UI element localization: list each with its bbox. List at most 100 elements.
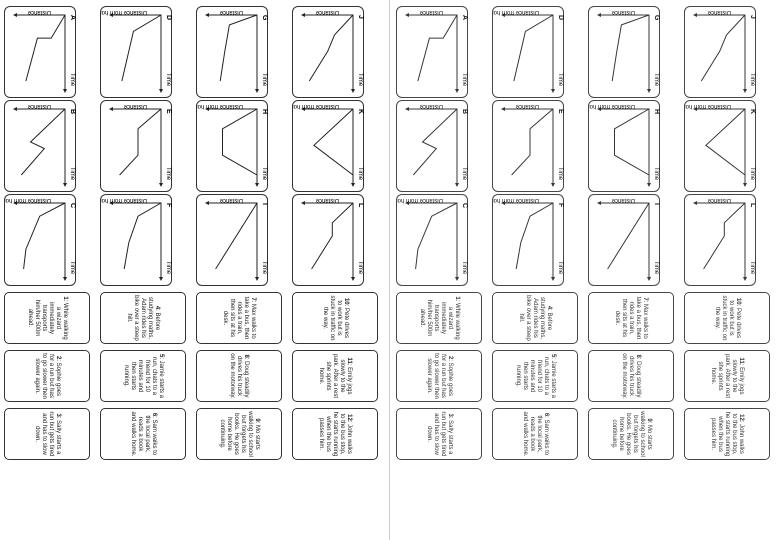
left-graph-i: I Time Distance [205, 197, 268, 281]
graph-axes [303, 108, 354, 185]
right-graph-h: H Time Distance from home [589, 103, 660, 187]
time-axis-label: Time [653, 73, 659, 87]
time-axis-arrow [63, 277, 67, 281]
right-graph-card-l: L Time Distance [684, 194, 756, 286]
right-graph-card-f: F Time Distance from home [492, 194, 564, 286]
distance-axis-label: Distance [27, 9, 51, 15]
graph-letter: G [261, 15, 268, 21]
time-axis-label: Time [749, 261, 755, 275]
left-graph-card-j: J Time Distance [292, 6, 364, 98]
right-story-card-5: 5: Jamie starts a run, chats to a friend… [492, 350, 578, 402]
right-graph-d: D Time Distance from home [493, 9, 564, 93]
time-axis-arrow [551, 89, 555, 93]
left-graph-e: E Time Distance [109, 103, 172, 187]
graph-axes [599, 14, 650, 91]
left-graph-a: A Time Distance [13, 9, 76, 93]
left-story-card-7: 7: Max walks to take a bus, then rides a… [196, 292, 282, 344]
right-graph-card-c: C Time Distance from home [396, 194, 468, 286]
graph-line [123, 202, 162, 270]
story-description: : Jamie starts a run, chats to a friend … [515, 356, 556, 399]
time-axis-arrow [455, 183, 459, 187]
right-graph-card-a: A Time Distance [396, 6, 468, 98]
story-description: : Sophie goes for a run but has to go sl… [34, 353, 61, 399]
story-description: : Max walks to take a bus, then rides a … [222, 296, 257, 340]
left-graph-card-a: A Time Distance [4, 6, 76, 98]
right-graph-e: E Time Distance [501, 103, 564, 187]
left-graph-b: B Time Distance [13, 103, 76, 187]
graph-axes [503, 108, 554, 185]
left-story-card-3: 3: Sally starts a run but gets tired and… [4, 408, 90, 460]
story-text: 2: Sophie goes for a run but has to go s… [399, 353, 479, 399]
right-graph-j: J Time Distance [693, 9, 756, 93]
graph-axes [15, 202, 66, 279]
right-graph-i: I Time Distance [597, 197, 660, 281]
time-axis-arrow [455, 277, 459, 281]
distance-axis-label: Distance [27, 103, 51, 109]
distance-axis-arrow [109, 107, 113, 111]
right-graph-k: K Time Distance from home [685, 103, 756, 187]
left-story-card-4: 4: Before studying maths, Adam rides his… [100, 292, 186, 344]
time-axis-label: Time [357, 167, 363, 181]
graph-axes [695, 108, 746, 185]
distance-axis-label: Distance from home [197, 103, 243, 109]
graph-line [607, 202, 650, 270]
story-text: 12: John walks to the bus stop, he start… [687, 411, 767, 457]
distance-axis-label: Distance [611, 9, 635, 15]
graph-axes [111, 108, 162, 185]
story-text: 1: While walking a wizard immediately tr… [399, 295, 479, 341]
distance-axis-label: Distance [219, 9, 243, 15]
time-axis-arrow [551, 183, 555, 187]
right-graph-a: A Time Distance [405, 9, 468, 93]
sheet-divider [389, 0, 390, 540]
graph-line [119, 108, 162, 176]
right-graph-b: B Time Distance [405, 103, 468, 187]
left-graph-d: D Time Distance from home [101, 9, 172, 93]
graph-letter: I [653, 203, 660, 205]
graph-line [222, 108, 258, 176]
story-text: 7: Max walks to take a bus, then rides a… [591, 295, 671, 341]
time-axis-arrow [351, 277, 355, 281]
story-text: 9: Mo starts walking to school but forge… [591, 411, 671, 457]
left-graph-k: K Time Distance from home [293, 103, 364, 187]
left-story-card-1: 1: While walking a wizard immediately tr… [4, 292, 90, 344]
right-graph-card-j: J Time Distance [684, 6, 756, 98]
graph-letter: I [261, 203, 268, 205]
graph-letter: B [69, 109, 76, 114]
graph-axes [503, 14, 554, 91]
graph-line [705, 108, 746, 176]
graph-line [121, 14, 162, 82]
time-axis-label: Time [749, 73, 755, 87]
right-story-card-11: 11: Emily jogs slowly to the park. After… [684, 350, 770, 402]
time-axis-arrow [743, 183, 747, 187]
graph-letter: K [749, 109, 756, 114]
graph-letter: C [461, 203, 468, 208]
graph-axes [111, 202, 162, 279]
graph-axes [503, 202, 554, 279]
time-axis-arrow [159, 277, 163, 281]
left-story-card-5: 5: Jamie starts a run, chats to a friend… [100, 350, 186, 402]
left-sheet: A Time Distance B Time Distance C Time Distance … [0, 0, 388, 540]
story-description: : Doug steadily drives his truck on the … [621, 353, 642, 399]
left-graph-h: H Time Distance from home [197, 103, 268, 187]
graph-axes [407, 202, 458, 279]
time-axis-label: Time [69, 167, 75, 181]
distance-axis-label: Distance [419, 9, 443, 15]
distance-axis-arrow [109, 13, 113, 17]
right-graph-card-i: I Time Distance [588, 194, 660, 286]
left-graph-f: F Time Distance from home [101, 197, 172, 281]
story-text: 6: Sam walks to the local park, reads a … [103, 411, 183, 457]
distance-axis-arrow [405, 13, 409, 17]
time-axis-arrow [743, 89, 747, 93]
left-story-card-8: 8: Doug steadily drives his truck on the… [196, 350, 282, 402]
time-axis-label: Time [261, 261, 267, 275]
story-text: 8: Doug steadily drives his truck on the… [199, 353, 279, 399]
time-axis-arrow [647, 183, 651, 187]
distance-axis-arrow [597, 13, 601, 17]
right-story-card-12: 12: John walks to the bus stop, he start… [684, 408, 770, 460]
left-graph-g: G Time Distance [205, 9, 268, 93]
graph-letter: G [653, 15, 660, 21]
graph-line [308, 14, 354, 82]
story-description: : Before studying maths, Adam rides his … [126, 295, 161, 341]
story-description: : While walking a wizard immediately tra… [419, 299, 460, 340]
right-story-card-10: 10: Pete drives to work but is stuck in … [684, 292, 770, 344]
